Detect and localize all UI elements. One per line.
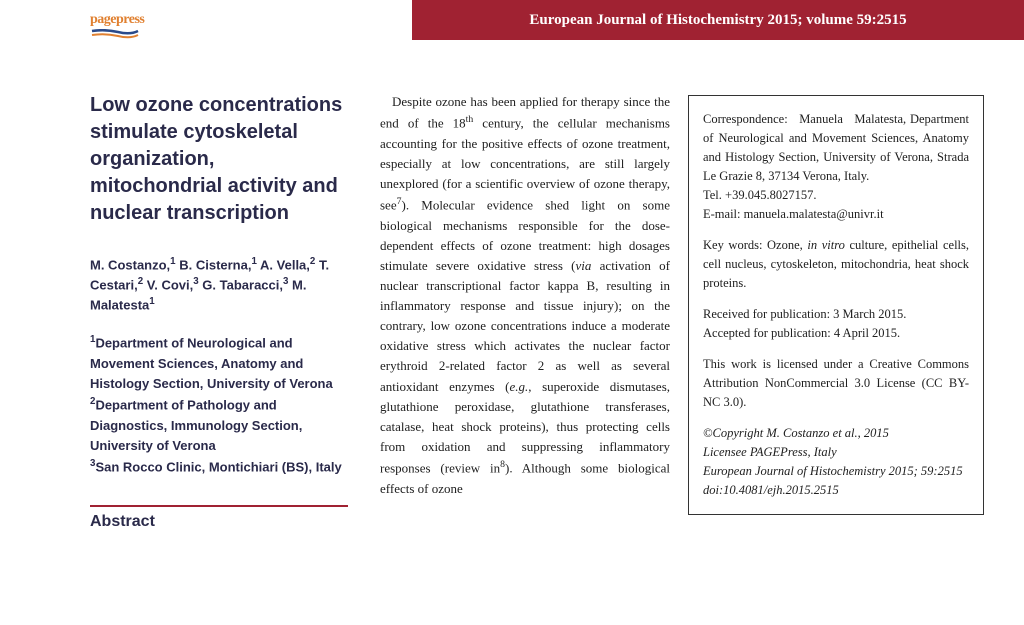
article-meta-column: Low ozone concentrations stimulate cytos… [90,92,348,531]
license-text: This work is licensed under a Creative C… [703,355,969,412]
abstract-divider: Abstract [90,505,348,531]
article-title: Low ozone concentrations stimulate cytos… [90,92,348,227]
affiliations-list: 1Department of Neurological and Movement… [90,332,348,477]
authors-list: M. Costanzo,1 B. Cisterna,1 A. Vella,2 T… [90,255,348,314]
publisher-logo-text: pagepress [90,12,190,28]
journal-banner-text: European Journal of Histochemistry 2015;… [529,12,906,29]
body-paragraph: Despite ozone has been applied for thera… [380,92,670,499]
logo-swoosh-icon [90,29,140,41]
article-info-box: Correspondence: Manuela Malatesta, Depar… [688,95,984,515]
copyright-text: ©Copyright M. Costanzo et al., 2015Licen… [703,424,969,500]
body-column: Despite ozone has been applied for thera… [380,92,670,499]
publication-dates: Received for publication: 3 March 2015.A… [703,305,969,343]
journal-banner: European Journal of Histochemistry 2015;… [412,0,1024,40]
publisher-logo: pagepress [90,12,190,42]
correspondence: Correspondence: Manuela Malatesta, Depar… [703,110,969,224]
keywords: Key words: Ozone, in vitro culture, epit… [703,236,969,293]
abstract-heading: Abstract [90,513,348,531]
